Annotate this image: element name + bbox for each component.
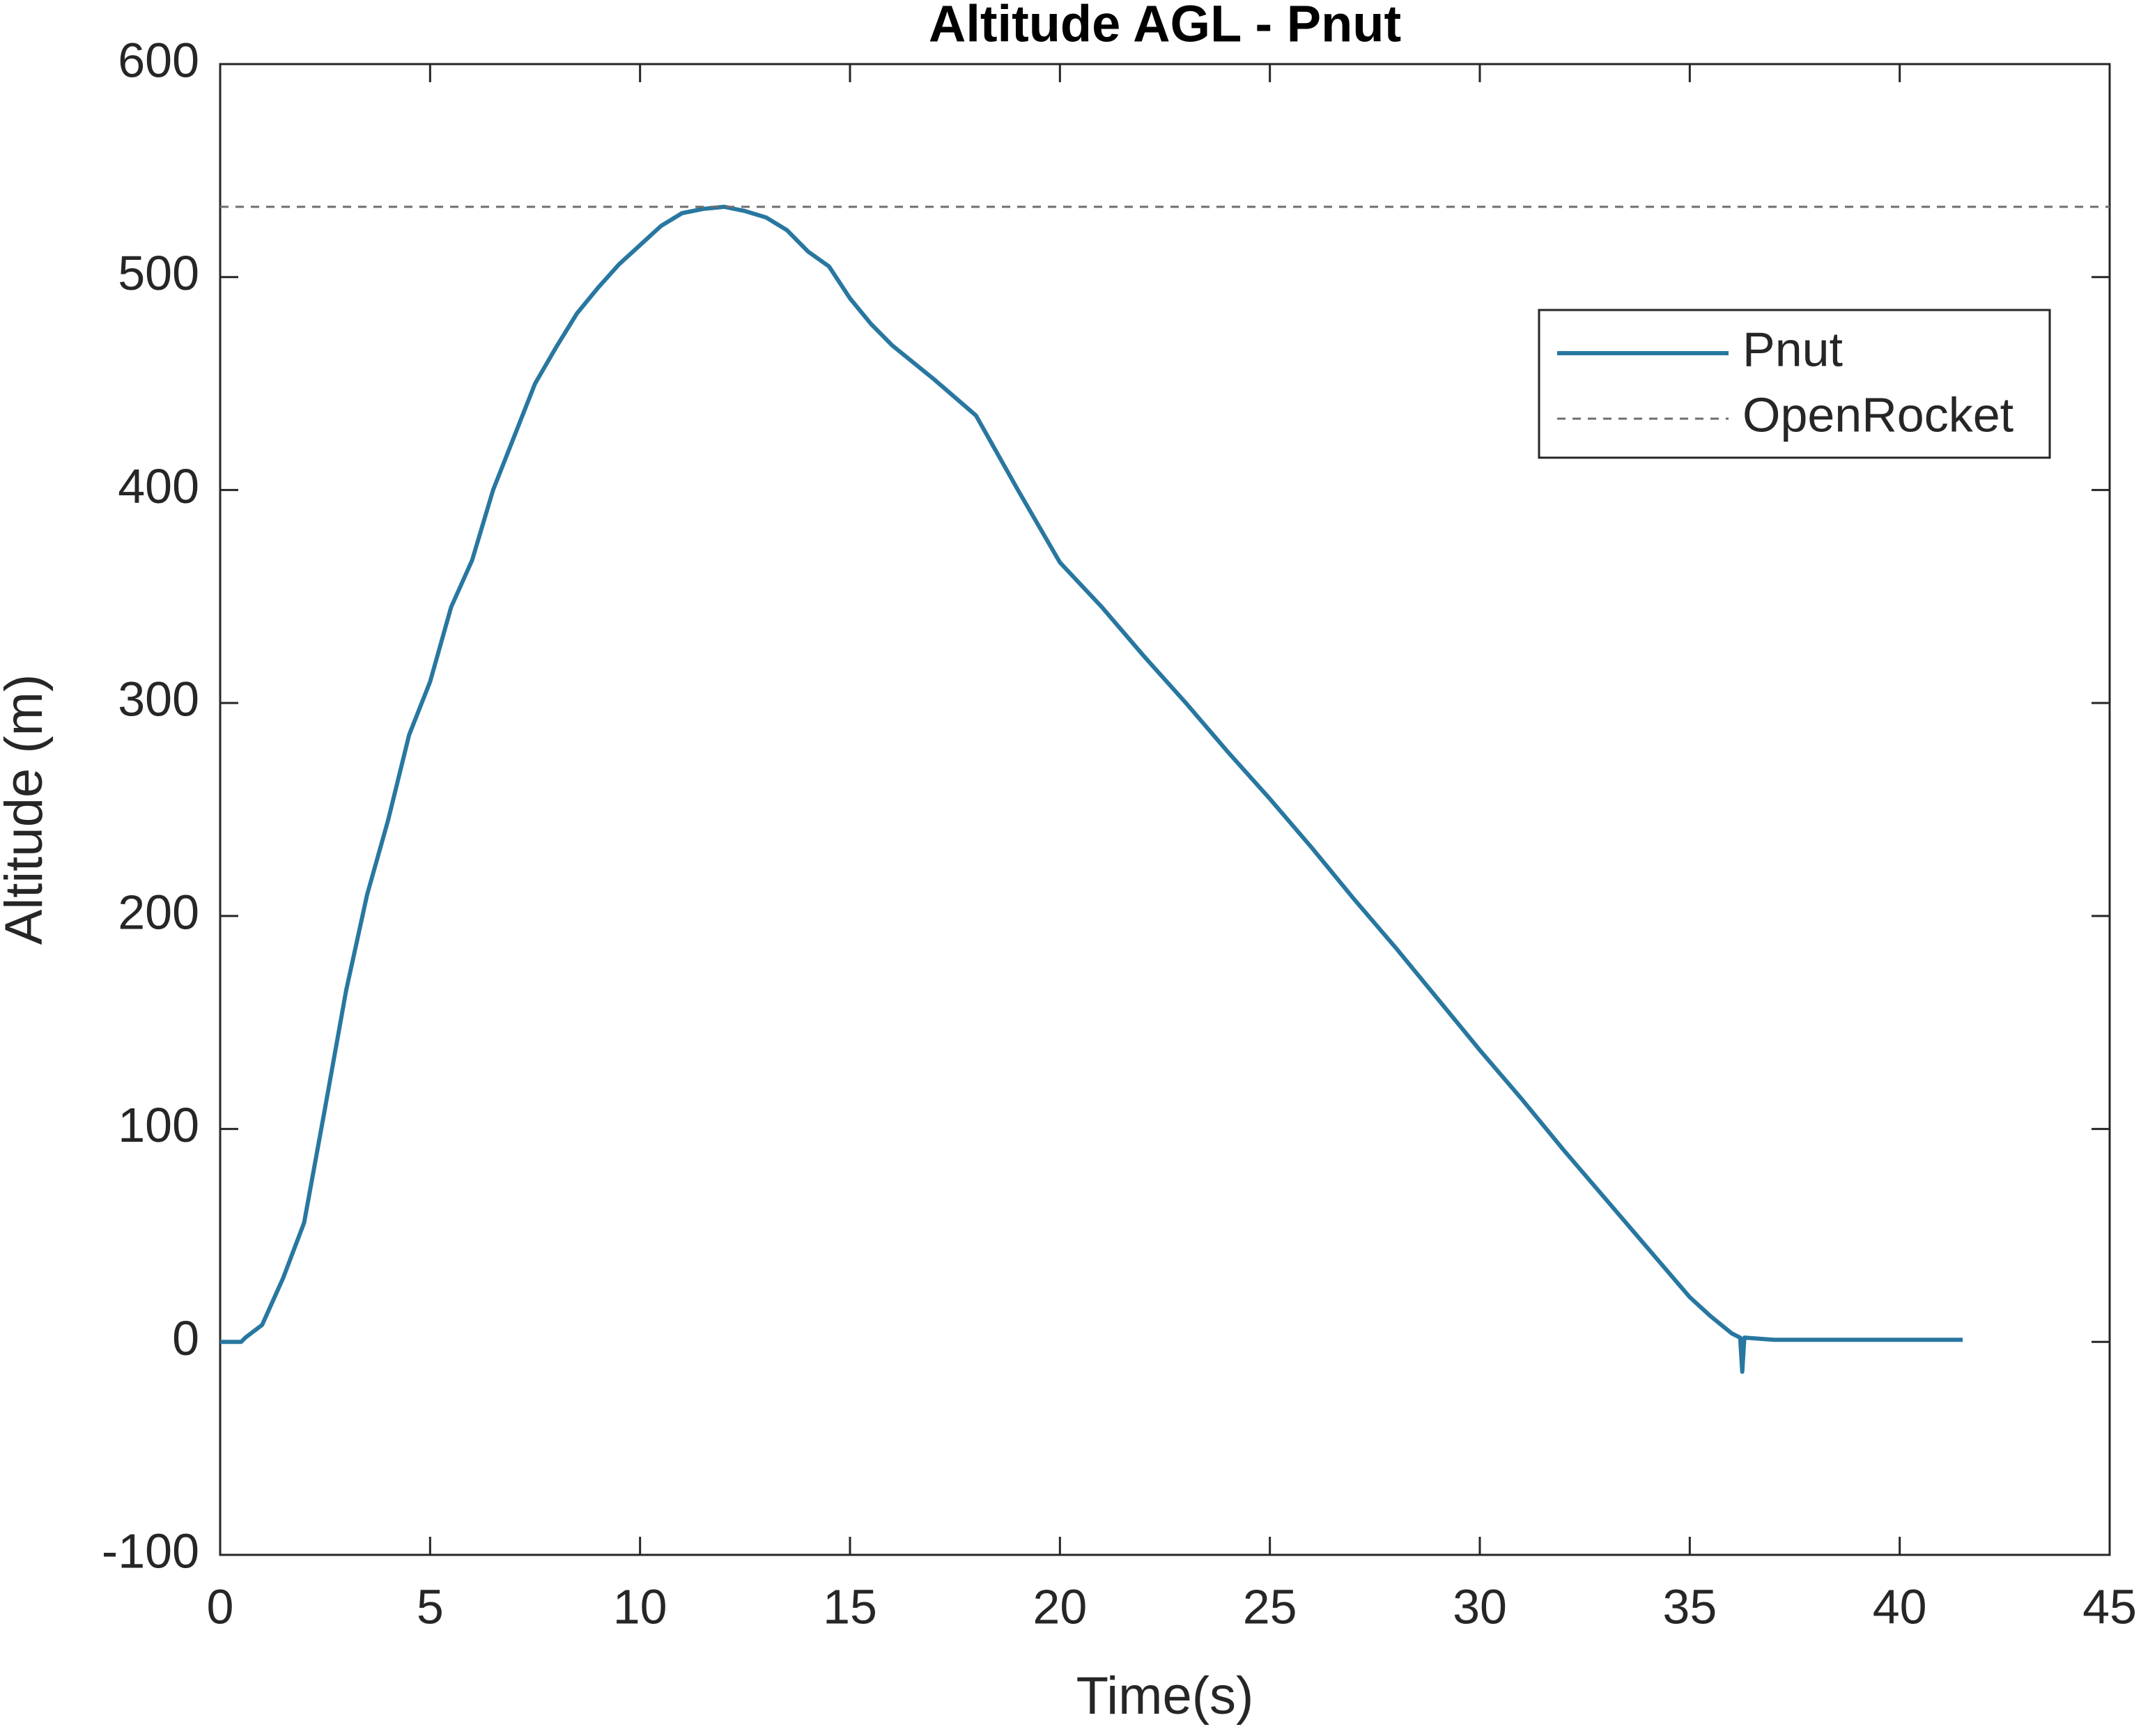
- y-tick-label: 300: [118, 672, 199, 727]
- legend-label: OpenRocket: [1742, 387, 2014, 442]
- y-tick-label: 600: [118, 33, 199, 87]
- x-tick-label: 5: [417, 1579, 444, 1634]
- series-line: [220, 204, 1963, 1374]
- y-tick-label: 0: [172, 1311, 199, 1365]
- y-tick-label: 100: [118, 1098, 199, 1152]
- x-axis-label: Time(s): [1076, 1666, 1254, 1726]
- legend-label: Pnut: [1742, 322, 1843, 376]
- legend-box: [1538, 309, 2051, 459]
- x-tick-label: 10: [613, 1579, 667, 1634]
- x-tick-label: 35: [1662, 1579, 1717, 1634]
- x-tick-label: 30: [1453, 1579, 1507, 1634]
- y-tick-label: 400: [118, 459, 199, 513]
- x-tick-label: 20: [1033, 1579, 1087, 1634]
- chart-title: Altitude AGL - Pnut: [929, 0, 1401, 53]
- plot-area: [219, 63, 2111, 1556]
- y-tick-label: -100: [102, 1524, 199, 1578]
- x-tick-label: 45: [2082, 1579, 2137, 1634]
- y-tick-label: 500: [118, 246, 199, 300]
- x-tick-label: 25: [1243, 1579, 1297, 1634]
- y-axis-label: Altitude (m): [0, 674, 54, 945]
- x-tick-label: 15: [823, 1579, 877, 1634]
- x-tick-label: 0: [207, 1579, 234, 1634]
- x-tick-label: 40: [1873, 1579, 1927, 1634]
- y-tick-label: 200: [118, 885, 199, 939]
